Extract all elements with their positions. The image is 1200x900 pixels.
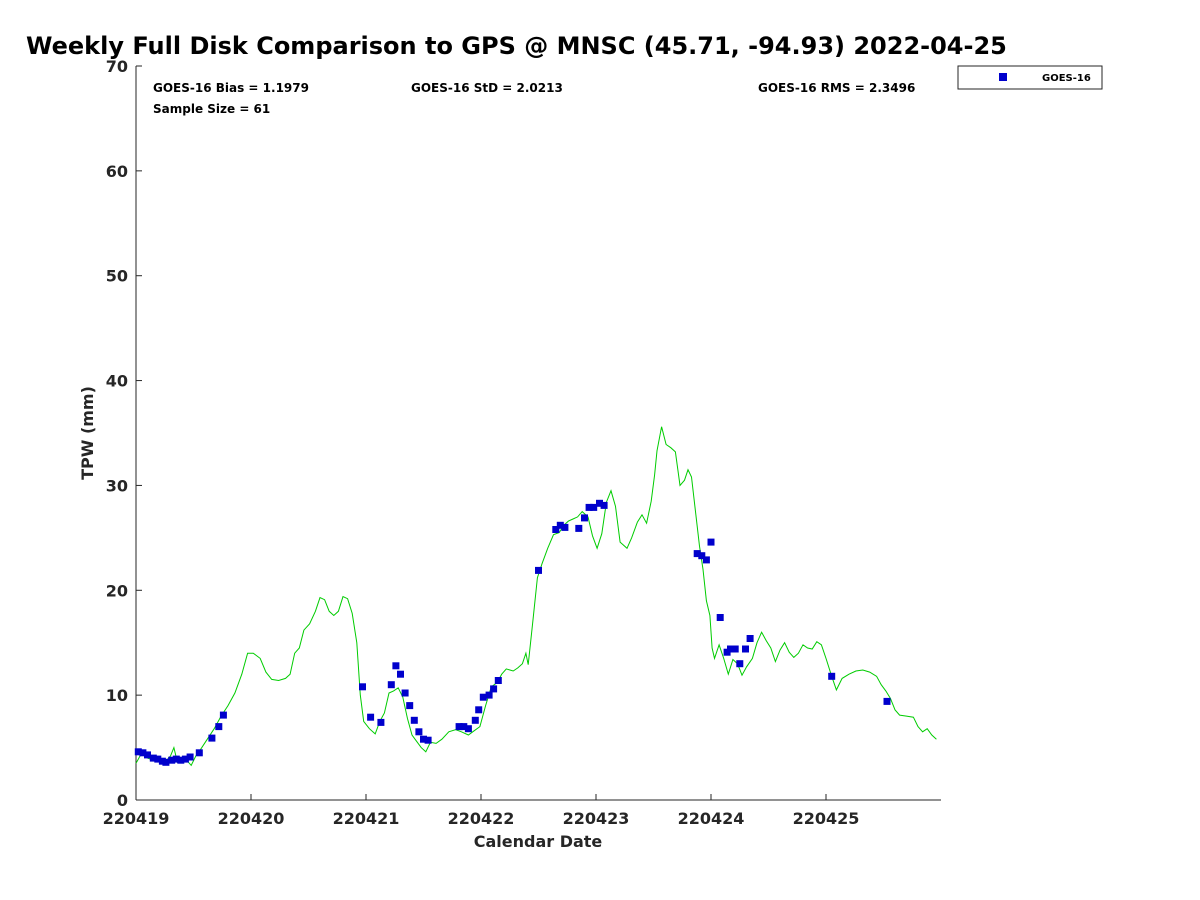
goes16-data-point (387, 681, 395, 689)
goes16-data-point (746, 635, 754, 642)
goes16-data-point (144, 751, 151, 759)
x-tick-label: 220424 (678, 809, 745, 828)
goes16-data-point (494, 677, 502, 684)
std-stat: GOES-16 StD = 2.0213 (411, 81, 563, 95)
rms-stat: GOES-16 RMS = 2.3496 (758, 81, 915, 95)
goes16-data-point (581, 514, 588, 522)
goes16-data-point (716, 614, 724, 621)
goes16-data-point (464, 725, 472, 733)
x-tick-label: 220423 (563, 809, 630, 828)
legend: GOES-16 (957, 65, 1103, 90)
goes16-data-point (485, 691, 493, 699)
goes16-data-point (154, 755, 162, 763)
goes16-data-point (471, 716, 479, 724)
goes16-data-point (702, 556, 710, 564)
goes16-data-point (406, 702, 414, 710)
goes16-data-point (162, 758, 170, 766)
goes16-data-point (208, 734, 216, 742)
y-tick-label: 60 (106, 162, 128, 181)
goes16-data-point (490, 685, 498, 693)
y-tick-label: 50 (106, 267, 128, 286)
goes16-data-point (149, 754, 157, 762)
bias-stat: GOES-16 Bias = 1.1979 (153, 81, 309, 95)
goes16-data-point (195, 749, 203, 757)
goes16-data-point (585, 503, 593, 511)
goes16-data-point (168, 756, 176, 764)
y-tick-label: 10 (106, 686, 128, 705)
goes16-data-point (134, 748, 142, 756)
goes16-data-point (561, 523, 569, 531)
goes16-data-point (359, 683, 366, 691)
goes16-data-point (172, 755, 180, 763)
legend-marker-goes16 (999, 73, 1007, 81)
goes16-data-point (460, 723, 468, 731)
goes16-data-point (139, 749, 147, 757)
x-tick-label: 220421 (333, 809, 400, 828)
y-tick-label: 40 (106, 372, 128, 391)
sample-size-stat: Sample Size = 61 (153, 102, 270, 116)
goes16-data-point (219, 711, 227, 719)
goes16-data-point (455, 723, 463, 731)
goes16-data-point (742, 645, 749, 653)
goes16-data-point (731, 645, 739, 653)
x-axis-ticks: 220419 220420 220421 220422 220423 220424 2204… (103, 794, 860, 828)
goes16-data-point (181, 755, 189, 763)
goes16-data-point (479, 693, 487, 701)
x-tick-label: 220419 (103, 809, 170, 828)
goes16-data-point (410, 716, 418, 724)
goes16-data-point (424, 736, 432, 744)
goes16-data-point (883, 697, 891, 705)
series-layer (134, 426, 937, 767)
y-tick-label: 0 (117, 791, 128, 810)
goes16-data-point (535, 566, 542, 574)
goes16-data-point (215, 723, 223, 731)
y-tick-label: 20 (106, 581, 128, 600)
goes16-data-point (186, 753, 194, 761)
goes16-data-point (401, 689, 409, 697)
goes16-data-point (392, 662, 400, 670)
goes16-data-point (596, 499, 603, 507)
goes16-data-point (177, 756, 185, 764)
x-axis-label: Calendar Date (474, 832, 603, 851)
goes16-data-point (556, 521, 564, 529)
y-tick-label: 30 (106, 476, 128, 495)
y-axis-label: TPW (mm) (78, 386, 97, 480)
chart-title: Weekly Full Disk Comparison to GPS @ MNS… (26, 32, 1007, 60)
x-tick-label: 220420 (218, 809, 285, 828)
legend-label-goes16: GOES-16 (1042, 73, 1091, 84)
goes16-data-point (575, 524, 583, 532)
goes16-data-point (727, 645, 734, 653)
goes16-data-point (420, 735, 427, 743)
goes16-data-point (600, 501, 608, 509)
x-tick-label: 220422 (448, 809, 515, 828)
y-tick-label: 70 (106, 57, 128, 76)
goes16-data-point (377, 718, 385, 726)
goes16-data-point (698, 552, 706, 560)
goes16-data-point (367, 713, 375, 721)
goes16-data-point (552, 526, 560, 533)
goes16-data-point (736, 660, 744, 668)
goes16-data-point (475, 706, 483, 714)
legend-box (957, 65, 1103, 90)
gps-tpw-line (135, 426, 937, 767)
goes16-data-point (707, 538, 715, 546)
goes16-data-point (415, 728, 423, 736)
x-tick-label: 220425 (793, 809, 860, 828)
goes16-data-point (828, 672, 836, 680)
goes16-data-point (397, 670, 404, 678)
goes16-data-point (590, 503, 598, 511)
y-axis-ticks: 0 10 20 30 40 50 60 70 (106, 57, 142, 810)
goes16-data-point (693, 550, 701, 558)
plot-area (135, 66, 941, 801)
